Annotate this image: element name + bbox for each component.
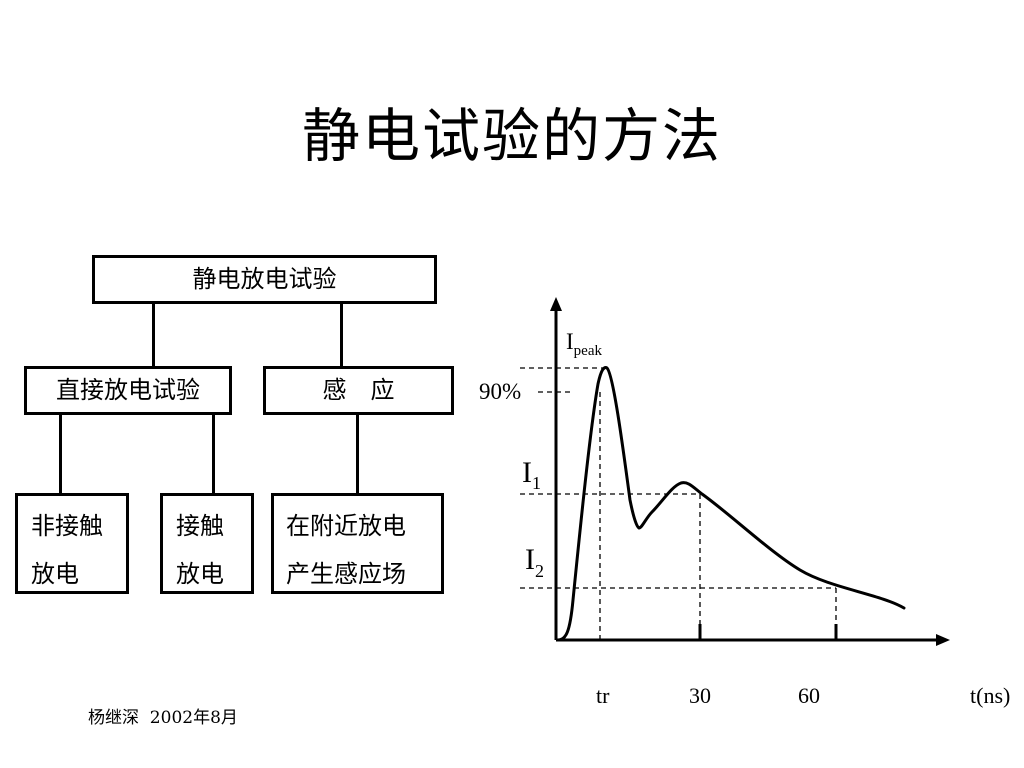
connector-root-direct <box>152 304 155 367</box>
peak-label-sub: peak <box>574 343 603 359</box>
induction-box: 感 应 <box>263 366 454 415</box>
nearby-discharge-box: 在附近放电 产生感应场 <box>271 493 444 594</box>
t30-label: 30 <box>689 683 711 708</box>
ninety-percent-label: 90% <box>479 379 521 404</box>
non-contact-discharge-box: 非接触 放电 <box>15 493 129 594</box>
i1-label: I1 <box>522 456 541 493</box>
x-axis-arrow <box>936 634 950 646</box>
contact-line-2: 放电 <box>176 560 224 588</box>
i2-label: I2 <box>525 543 544 581</box>
t60-label: 60 <box>798 683 820 708</box>
time-axis-label: t(ns) <box>970 683 1010 708</box>
i2-label-sub: 2 <box>535 561 544 581</box>
i1-label-main: I <box>522 456 532 489</box>
i2-label-main: I <box>525 543 535 576</box>
waveform-curve <box>556 366 906 642</box>
induction-label: 感 应 <box>322 376 395 404</box>
esd-test-label: 静电放电试验 <box>192 265 337 293</box>
y-axis-arrow <box>550 297 562 311</box>
connector-root-induction <box>340 304 343 367</box>
esd-test-box: 静电放电试验 <box>92 255 437 304</box>
contact-line-1: 接触 <box>176 512 224 540</box>
direct-discharge-label: 直接放电试验 <box>56 376 200 404</box>
nearby-line-2: 产生感应场 <box>286 560 406 588</box>
contact-discharge-box: 接触 放电 <box>160 493 254 594</box>
direct-discharge-box: 直接放电试验 <box>24 366 232 415</box>
slide-title: 静电试验的方法 <box>301 102 722 170</box>
non-contact-line-2: 放电 <box>31 560 79 588</box>
connector-direct-contact <box>212 415 215 495</box>
i1-label-sub: 1 <box>532 473 541 493</box>
non-contact-line-1: 非接触 <box>31 512 103 540</box>
nearby-line-1: 在附近放电 <box>286 512 406 540</box>
connector-direct-noncontact <box>59 415 62 495</box>
tr-label: tr <box>596 683 610 708</box>
peak-label: Ipeak <box>566 329 602 359</box>
peak-label-main: I <box>566 329 574 354</box>
connector-induction-nearby <box>356 415 359 495</box>
author-date-footer: 杨继深 2002年8月 <box>88 708 238 728</box>
